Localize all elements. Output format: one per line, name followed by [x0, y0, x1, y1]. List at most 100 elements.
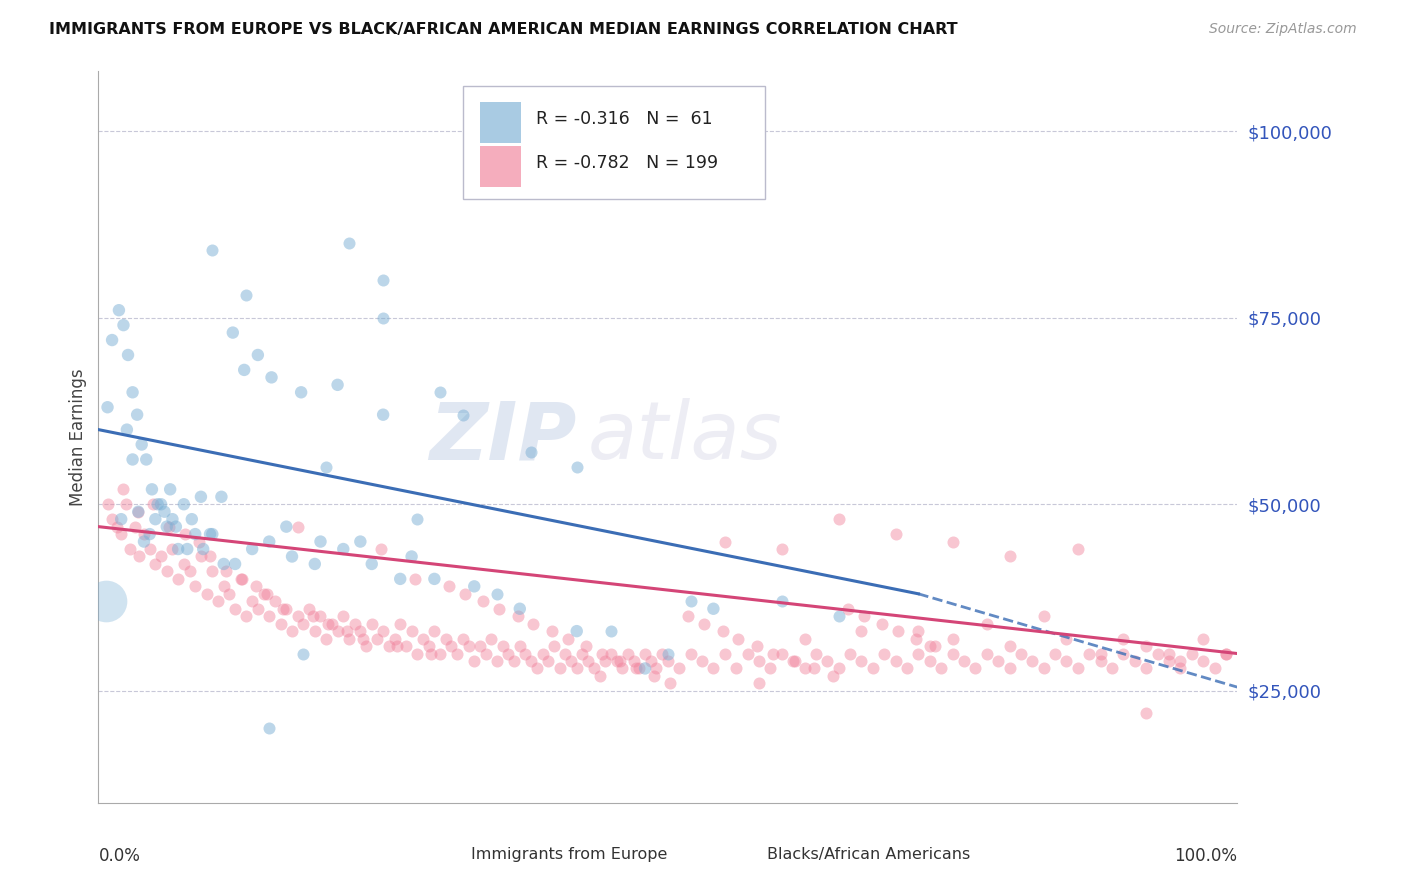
Point	[145, 557, 167, 571]
Point	[420, 647, 443, 661]
Point	[318, 616, 340, 631]
Point	[105, 519, 128, 533]
Point	[224, 601, 246, 615]
Point	[138, 527, 160, 541]
Point	[828, 609, 851, 624]
Point	[252, 587, 274, 601]
Point	[132, 527, 155, 541]
Point	[292, 616, 315, 631]
Point	[870, 616, 893, 631]
Point	[929, 661, 952, 675]
Point	[115, 423, 138, 437]
Point	[298, 601, 321, 615]
Point	[153, 505, 176, 519]
Point	[759, 661, 782, 675]
Point	[321, 616, 343, 631]
Point	[233, 363, 256, 377]
Point	[657, 647, 679, 661]
Point	[264, 594, 287, 608]
Point	[224, 557, 246, 571]
Point	[828, 661, 851, 675]
Point	[1135, 661, 1157, 675]
Point	[942, 632, 965, 646]
Point	[509, 601, 531, 615]
Point	[998, 549, 1021, 564]
Point	[548, 661, 571, 675]
Text: Source: ZipAtlas.com: Source: ZipAtlas.com	[1209, 22, 1357, 37]
Point	[1032, 661, 1054, 675]
Point	[690, 654, 713, 668]
Point	[127, 505, 149, 519]
Point	[389, 572, 412, 586]
Point	[96, 497, 118, 511]
Point	[190, 549, 212, 564]
Text: 0.0%: 0.0%	[98, 847, 141, 864]
Point	[486, 587, 509, 601]
Point	[942, 534, 965, 549]
Point	[451, 408, 474, 422]
Point	[406, 647, 429, 661]
Point	[1032, 609, 1054, 624]
Point	[385, 639, 408, 653]
Point	[110, 512, 132, 526]
Point	[418, 639, 440, 653]
Point	[190, 490, 212, 504]
Point	[343, 616, 366, 631]
Point	[1192, 654, 1215, 668]
Point	[212, 579, 235, 593]
Point	[162, 512, 184, 526]
Text: Blacks/African Americans: Blacks/African Americans	[766, 847, 970, 862]
Point	[609, 654, 631, 668]
Point	[976, 647, 998, 661]
Point	[108, 303, 131, 318]
Point	[851, 654, 873, 668]
Point	[1192, 632, 1215, 646]
Point	[617, 647, 640, 661]
Point	[184, 527, 207, 541]
Text: 100.0%: 100.0%	[1174, 847, 1237, 864]
Point	[349, 624, 371, 639]
Point	[159, 483, 181, 497]
Point	[884, 654, 907, 668]
Text: R = -0.782   N = 199: R = -0.782 N = 199	[536, 153, 718, 172]
Point	[180, 512, 202, 526]
Point	[124, 519, 146, 533]
Text: R = -0.316   N =  61: R = -0.316 N = 61	[536, 110, 713, 128]
Point	[1054, 632, 1078, 646]
Point	[591, 647, 613, 661]
Point	[360, 616, 382, 631]
Point	[173, 557, 195, 571]
Point	[976, 616, 998, 631]
Point	[215, 565, 238, 579]
Point	[737, 647, 759, 661]
Point	[679, 594, 702, 608]
Point	[240, 542, 263, 557]
Point	[231, 572, 253, 586]
Point	[259, 609, 281, 624]
Point	[101, 512, 124, 526]
Point	[326, 624, 349, 639]
Point	[337, 235, 360, 250]
Point	[371, 310, 394, 325]
Point	[446, 647, 468, 661]
Point	[1215, 647, 1237, 661]
Point	[395, 639, 418, 653]
Point	[218, 587, 240, 601]
Point	[668, 661, 690, 675]
Point	[229, 572, 252, 586]
Point	[276, 601, 298, 615]
Point	[851, 624, 873, 639]
Point	[582, 661, 605, 675]
Point	[640, 654, 662, 668]
Point	[187, 534, 209, 549]
Point	[522, 616, 544, 631]
Point	[156, 519, 179, 533]
Point	[150, 497, 173, 511]
FancyBboxPatch shape	[463, 86, 765, 200]
Point	[693, 616, 716, 631]
Point	[336, 624, 359, 639]
Point	[128, 549, 150, 564]
Point	[96, 594, 118, 608]
Point	[371, 273, 394, 287]
Point	[593, 654, 616, 668]
